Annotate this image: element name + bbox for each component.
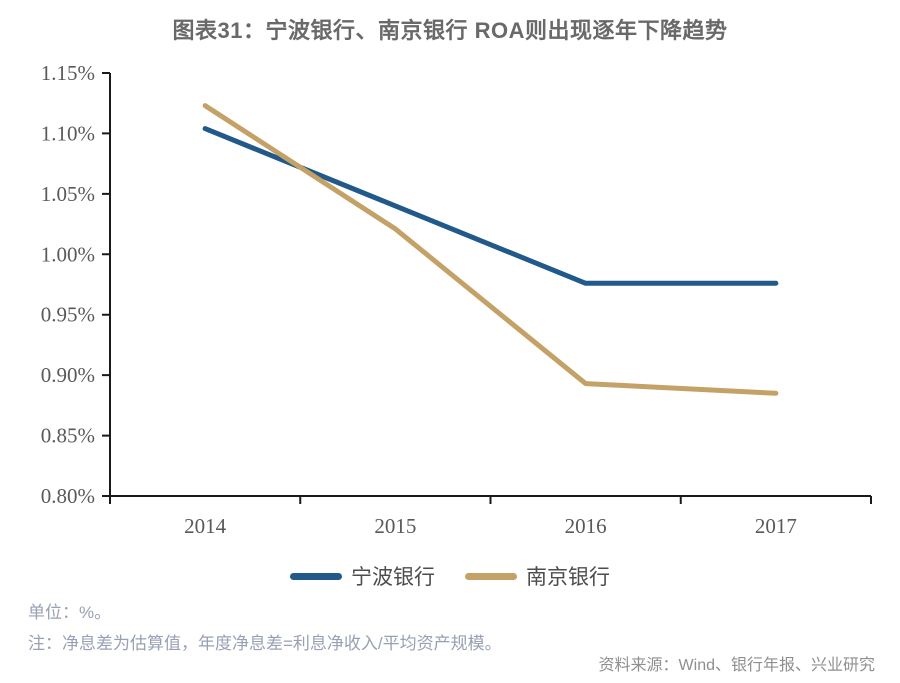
y-axis-tick-label: 0.85% — [41, 424, 95, 448]
x-axis-tick-label: 2016 — [565, 514, 607, 538]
y-axis-tick-label: 1.05% — [41, 182, 95, 206]
legend-label-nanjing: 南京银行 — [526, 565, 610, 589]
legend-item-ningbo: 宁波银行 — [290, 561, 435, 591]
series-line-1 — [202, 103, 779, 396]
y-axis-tick-label: 1.10% — [41, 121, 95, 145]
chart-title: 图表31：宁波银行、南京银行 ROA则出现逐年下降趋势 — [172, 18, 728, 43]
y-axis-tick-label: 0.90% — [41, 363, 95, 387]
unit-note: 单位：%。 — [28, 603, 112, 622]
y-axis-tick-label: 0.80% — [41, 484, 95, 508]
series-line-0 — [202, 126, 779, 286]
calculation-note: 注：净息差为估算值，年度净息差=利息净收入/平均资产规模。 — [28, 634, 502, 653]
legend-item-nanjing: 南京银行 — [465, 561, 610, 591]
chart-legend: 宁波银行 南京银行 — [290, 561, 610, 591]
x-axis-tick-label: 2017 — [755, 514, 797, 538]
y-axis-tick-label: 1.00% — [41, 242, 95, 266]
x-axis-tick-label: 2014 — [184, 514, 227, 538]
data-source-note: 资料来源：Wind、银行年报、兴业研究 — [598, 657, 875, 674]
y-axis-tick-label: 0.95% — [41, 303, 95, 327]
legend-line-swatch-ningbo — [290, 572, 342, 580]
legend-label-ningbo: 宁波银行 — [351, 565, 435, 589]
legend-line-swatch-nanjing — [465, 572, 517, 580]
x-axis-tick-label: 2015 — [374, 514, 416, 538]
axes — [102, 72, 872, 504]
y-axis-tick-label: 1.15% — [41, 61, 95, 85]
